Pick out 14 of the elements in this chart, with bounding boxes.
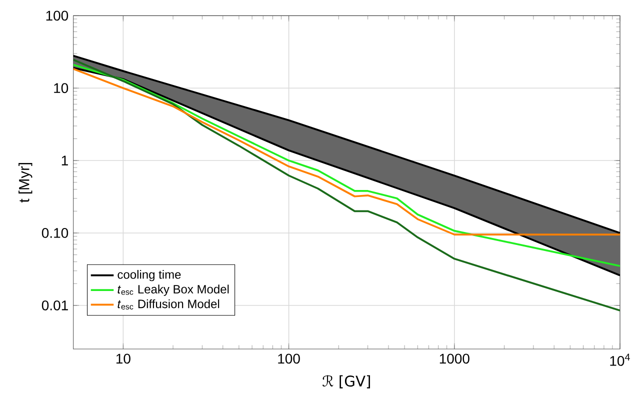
x-axis-title: ℛ [GV]: [322, 375, 370, 388]
y-axis-title: t [Myr]: [18, 163, 32, 202]
legend-label: t$_{esc}$ Diffusion Model: [118, 299, 220, 310]
x-tick-label: 100: [278, 354, 300, 364]
legend-label: t$_{esc}$ Leaky Box Model: [118, 284, 229, 296]
y-tick-label: 0.01: [42, 300, 68, 310]
y-tick-label: 10: [54, 83, 68, 94]
y-tick-label: 0.10: [42, 228, 68, 238]
y-tick-label: 100: [46, 10, 68, 21]
y-tick-label: 1: [62, 156, 68, 166]
x-tick-label: 10: [116, 354, 130, 364]
legend-label: cooling time: [118, 270, 181, 282]
x-tick-label: 10$^{4}$: [610, 354, 630, 366]
x-tick-label: 1000: [440, 354, 470, 364]
